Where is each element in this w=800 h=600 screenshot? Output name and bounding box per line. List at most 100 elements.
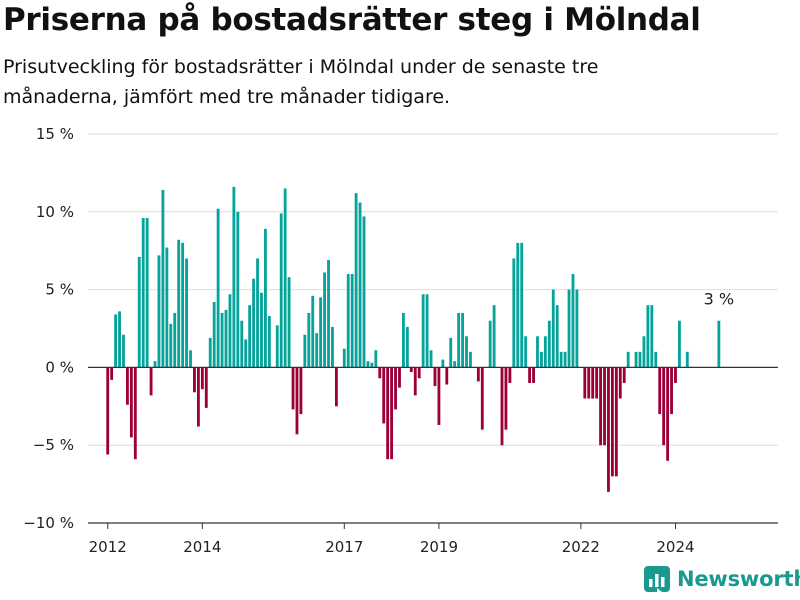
bar xyxy=(559,351,563,368)
bar xyxy=(157,255,161,368)
bar xyxy=(169,323,173,368)
bar xyxy=(165,247,169,368)
gridlines xyxy=(88,133,778,446)
bar xyxy=(378,367,382,379)
bar xyxy=(390,367,394,460)
bar xyxy=(650,305,654,368)
bar xyxy=(465,336,468,368)
bar xyxy=(441,359,445,368)
bar xyxy=(189,350,192,368)
y-tick-label: 0 % xyxy=(45,358,74,376)
bar xyxy=(161,190,165,368)
bar xyxy=(370,362,374,368)
bar xyxy=(492,305,496,368)
bar xyxy=(555,305,559,368)
bar xyxy=(382,367,386,424)
bar xyxy=(137,256,141,368)
chart-subtitle: Prisutveckling för bostadsrätter i Mölnd… xyxy=(3,56,599,108)
bar xyxy=(638,351,642,368)
bar xyxy=(149,367,153,396)
bar xyxy=(607,367,610,492)
bar xyxy=(279,213,283,368)
bar xyxy=(118,311,121,368)
bar xyxy=(591,367,595,399)
bar xyxy=(252,278,256,368)
bar xyxy=(319,297,323,368)
newsworthy-logo-icon xyxy=(644,566,670,592)
bar xyxy=(670,367,673,415)
bar xyxy=(133,367,137,460)
bars-group xyxy=(106,186,721,492)
bar xyxy=(145,218,149,368)
bar xyxy=(275,325,279,368)
bar xyxy=(516,242,520,368)
bar xyxy=(614,367,618,477)
bar xyxy=(583,367,587,399)
bar xyxy=(488,320,492,368)
bar xyxy=(610,367,614,477)
bar xyxy=(196,367,200,427)
bar xyxy=(224,309,228,368)
bar xyxy=(512,258,516,368)
bar xyxy=(228,294,232,368)
bar xyxy=(193,367,196,393)
bar xyxy=(532,367,535,383)
bar xyxy=(216,208,220,368)
bar xyxy=(334,367,338,407)
bar xyxy=(126,367,129,405)
bar xyxy=(461,312,464,368)
bar xyxy=(603,367,606,446)
bar xyxy=(626,351,630,368)
bar xyxy=(283,188,287,368)
bar xyxy=(311,295,315,368)
bar xyxy=(212,302,216,368)
y-tick-label: 5 % xyxy=(45,281,74,299)
bar xyxy=(386,367,390,460)
bar xyxy=(331,326,334,368)
bar xyxy=(421,294,425,368)
bar xyxy=(248,305,252,368)
x-tick-label: 2017 xyxy=(325,538,363,556)
bar xyxy=(528,367,532,383)
bar xyxy=(508,367,512,383)
bar xyxy=(398,367,401,388)
chart-title: Priserna på bostadsrätter steg i Mölndal xyxy=(3,2,701,38)
bar xyxy=(256,258,259,368)
bar xyxy=(405,326,409,368)
bar xyxy=(547,320,551,368)
bar xyxy=(618,367,622,399)
bar xyxy=(504,367,508,430)
bar xyxy=(662,367,666,446)
tick-labels: −10 % −5 % 0 % 5 % 10 % 15 % 2012 2014 2017 2019 2… xyxy=(23,125,694,556)
bar xyxy=(457,312,461,368)
latest-value-annotation: 3 % xyxy=(704,290,734,309)
bar xyxy=(354,193,358,368)
bar xyxy=(409,367,413,373)
bar xyxy=(551,289,555,368)
bar xyxy=(267,316,271,368)
bar xyxy=(260,292,263,368)
x-tick-label: 2024 xyxy=(656,538,694,556)
bar xyxy=(543,336,547,368)
bar xyxy=(287,277,291,368)
bar xyxy=(153,361,157,368)
bar xyxy=(429,350,433,368)
bar xyxy=(208,337,212,368)
newsworthy-brand[interactable]: Newsworthy xyxy=(644,566,800,592)
bar xyxy=(374,350,378,368)
axes xyxy=(88,366,778,529)
bar xyxy=(571,274,575,368)
bar xyxy=(413,367,417,396)
bar xyxy=(634,351,638,368)
brand-name: Newsworthy xyxy=(677,567,800,591)
bar xyxy=(394,367,397,410)
bar xyxy=(480,367,484,430)
bar xyxy=(674,367,677,383)
bar xyxy=(173,312,177,368)
bar xyxy=(402,312,405,368)
bar xyxy=(358,202,362,368)
bar xyxy=(469,351,472,368)
bar xyxy=(476,367,480,382)
bar xyxy=(567,289,571,368)
bar xyxy=(323,272,326,368)
